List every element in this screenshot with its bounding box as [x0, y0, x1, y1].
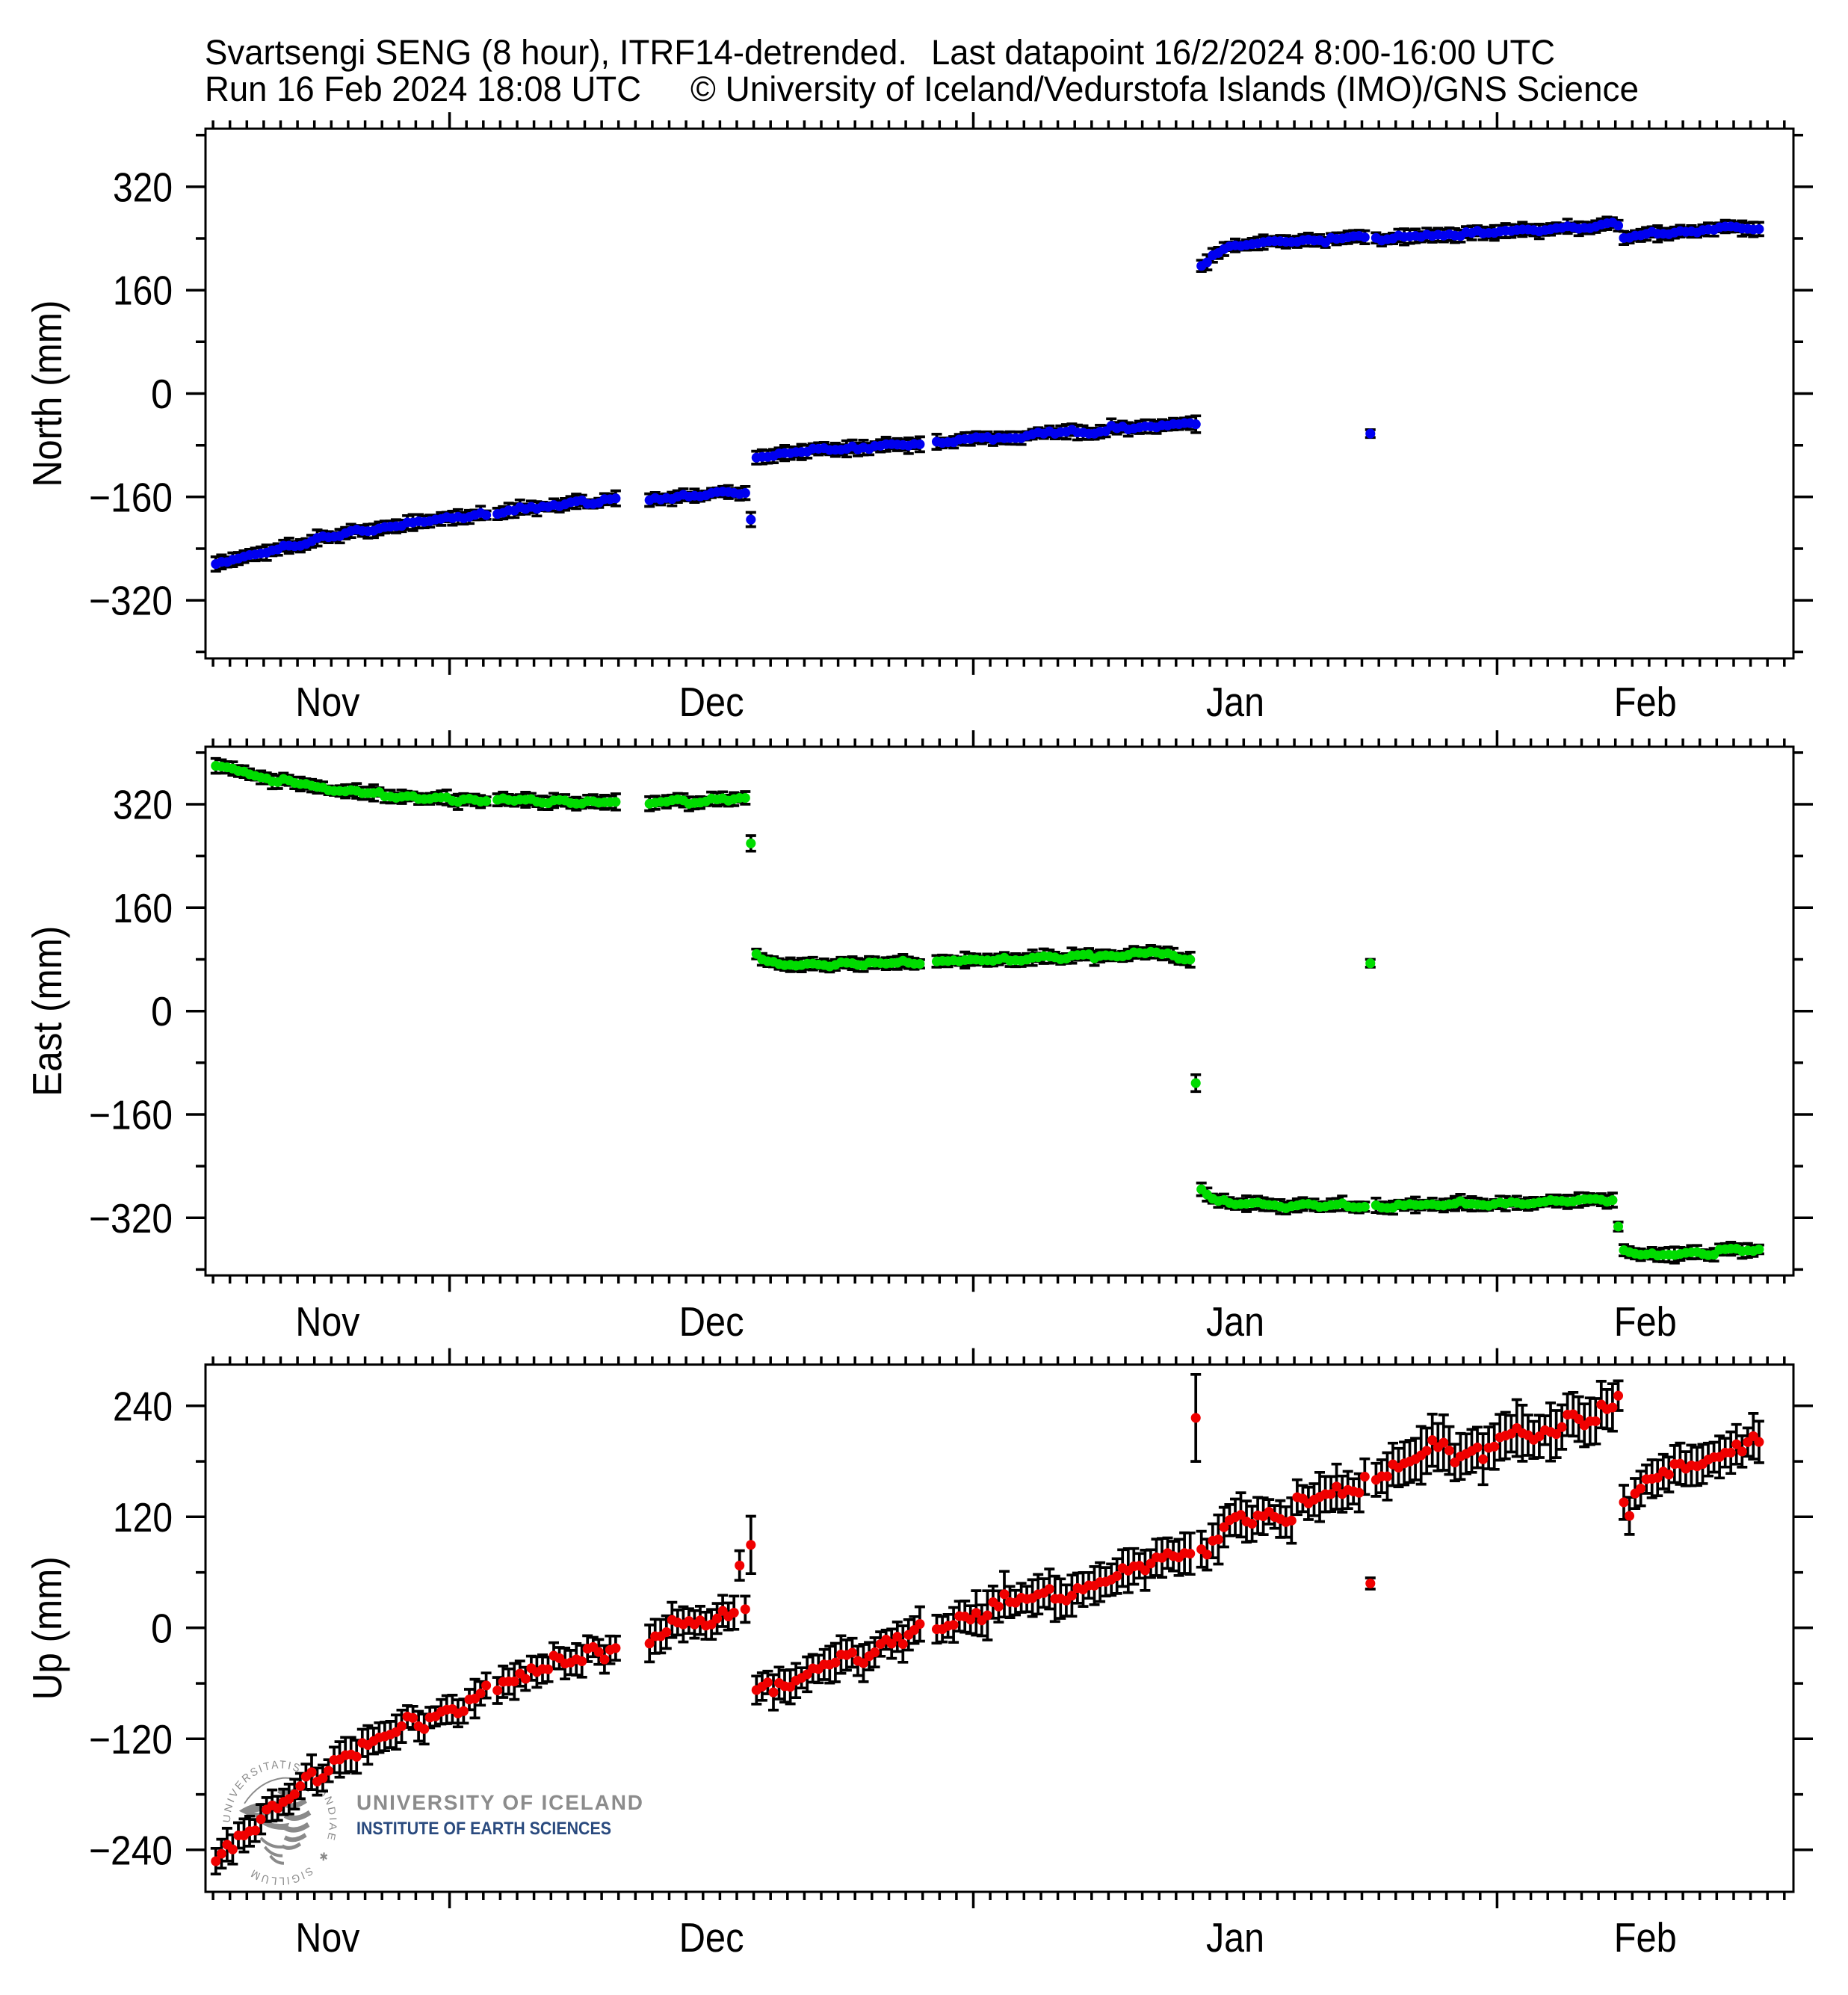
svg-text:Jan: Jan: [1206, 1914, 1264, 1961]
svg-text:Jan: Jan: [1206, 679, 1264, 725]
svg-text:−160: −160: [89, 474, 173, 520]
svg-text:Jan: Jan: [1206, 1298, 1264, 1345]
svg-text:0: 0: [151, 988, 173, 1034]
svg-text:Run 16 Feb 2024 18:08 UTC: Run 16 Feb 2024 18:08 UTC: [205, 69, 641, 108]
svg-text:Nov: Nov: [295, 1298, 359, 1345]
svg-text:© University of Iceland/Vedurs: © University of Iceland/Vedurstofa Islan…: [690, 69, 1639, 108]
svg-text:Dec: Dec: [679, 679, 744, 725]
svg-text:Feb: Feb: [1614, 1914, 1677, 1961]
svg-text:320: 320: [113, 164, 173, 210]
svg-text:0: 0: [151, 1605, 173, 1651]
svg-text:−240: −240: [89, 1827, 173, 1873]
svg-text:North (mm): North (mm): [24, 300, 70, 487]
svg-text:160: 160: [113, 885, 173, 931]
svg-text:120: 120: [113, 1494, 173, 1541]
svg-text:Svartsengi SENG (8 hour), ITRF: Svartsengi SENG (8 hour), ITRF14-detrend…: [205, 32, 907, 72]
svg-text:−160: −160: [89, 1092, 173, 1138]
svg-text:INSTITUTE OF EARTH SCIENCES: INSTITUTE OF EARTH SCIENCES: [356, 1819, 611, 1839]
svg-text:Dec: Dec: [679, 1298, 744, 1345]
svg-text:240: 240: [113, 1383, 173, 1429]
svg-text:Dec: Dec: [679, 1914, 744, 1961]
svg-text:160: 160: [113, 268, 173, 314]
svg-text:−320: −320: [89, 578, 173, 624]
svg-text:Feb: Feb: [1614, 1298, 1677, 1345]
svg-text:320: 320: [113, 782, 173, 828]
svg-text:Feb: Feb: [1614, 679, 1677, 725]
svg-text:Nov: Nov: [295, 1914, 359, 1961]
svg-text:−320: −320: [89, 1195, 173, 1242]
svg-text:0: 0: [151, 371, 173, 417]
svg-text:−120: −120: [89, 1716, 173, 1763]
svg-text:Up (mm): Up (mm): [24, 1556, 70, 1700]
svg-text:East (mm): East (mm): [24, 926, 70, 1097]
svg-text:UNIVERSITY OF ICELAND: UNIVERSITY OF ICELAND: [356, 1791, 643, 1814]
svg-text:Nov: Nov: [295, 679, 359, 725]
svg-text:Last datapoint 16/2/2024 8:00-: Last datapoint 16/2/2024 8:00-16:00 UTC: [931, 32, 1555, 72]
